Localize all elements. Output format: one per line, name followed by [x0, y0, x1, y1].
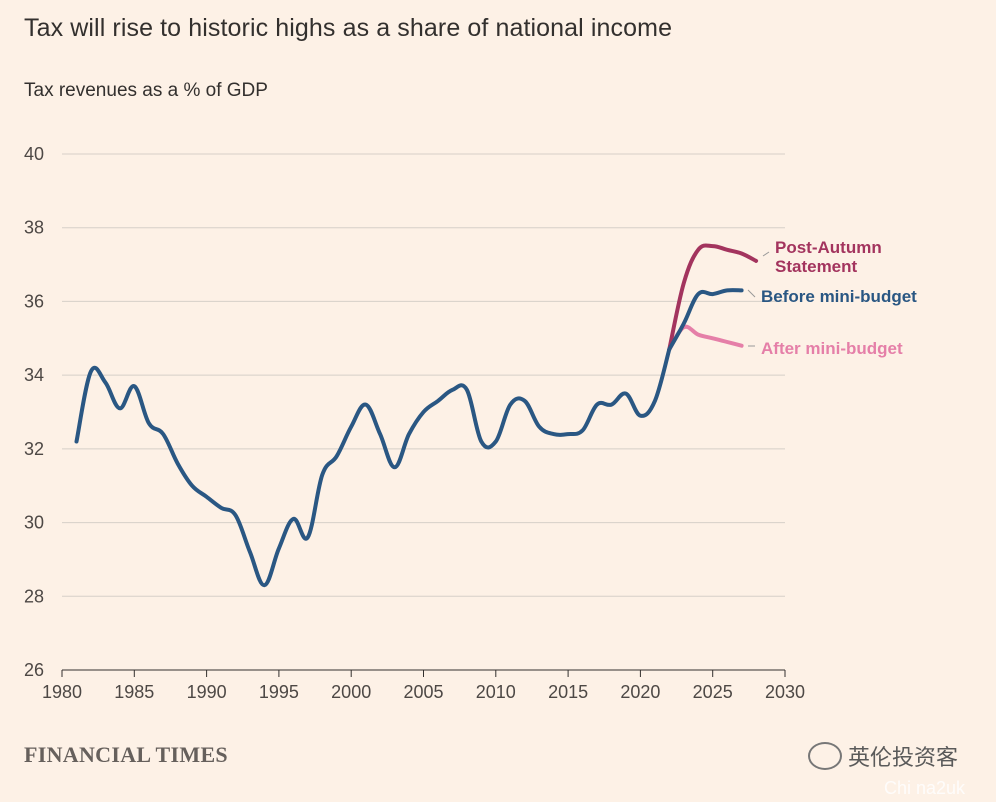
watermark-url: Chi na2uk [884, 778, 966, 798]
axes: 26 28 30 32 34 36 38 40 1980 1985 1990 1995 2000 2005… [24, 144, 805, 702]
x-tick-label-2025: 2025 [693, 682, 733, 702]
x-tick-label-2020: 2020 [620, 682, 660, 702]
series-labels: Post-Autumn Statement Before mini-budget Af… [747, 238, 917, 358]
y-tick-label-34: 34 [24, 365, 44, 385]
x-tick-label-1980: 1980 [42, 682, 82, 702]
y-tick-label-26: 26 [24, 660, 44, 680]
y-tick-label-40: 40 [24, 144, 44, 164]
label-before-mini-budget: Before mini-budget [761, 287, 917, 306]
x-tick-label-2015: 2015 [548, 682, 588, 702]
label-after-mini-budget-line-0: After mini-budget [761, 339, 903, 358]
x-tick-label-1990: 1990 [187, 682, 227, 702]
label-post-autumn-statement-line-1: Statement [775, 257, 858, 276]
chart-title: Tax will rise to historic highs as a sha… [24, 14, 673, 42]
x-tick-label-2010: 2010 [476, 682, 516, 702]
y-tick-label-30: 30 [24, 513, 44, 533]
label-post-autumn-statement-line-0: Post-Autumn [775, 238, 882, 257]
label-post-autumn-statement-connector [762, 251, 770, 257]
series-line-before-mini-budget [667, 288, 744, 352]
watermark-text: 英伦投资客 [848, 745, 959, 770]
label-post-autumn-statement: Post-Autumn Statement [775, 238, 882, 276]
y-tick-label-38: 38 [24, 218, 44, 238]
y-tick-label-28: 28 [24, 586, 44, 606]
x-tick-label-2005: 2005 [403, 682, 443, 702]
chart-subtitle: Tax revenues as a % of GDP [24, 80, 268, 101]
wechat-icon [808, 742, 842, 770]
x-tick-label-1985: 1985 [114, 682, 154, 702]
series-line-historical [74, 347, 672, 588]
label-before-mini-budget-connector [747, 289, 756, 298]
watermark: 英伦投资客 [808, 740, 958, 772]
x-tick-label-1995: 1995 [259, 682, 299, 702]
source-logo: FINANCIAL TIMES [24, 742, 228, 767]
series-lines [74, 243, 759, 588]
series-line-post-autumn-statement [667, 243, 759, 352]
grid-lines [62, 153, 785, 597]
x-tick-label-2000: 2000 [331, 682, 371, 702]
x-tick-label-2030: 2030 [765, 682, 805, 702]
y-tick-label-32: 32 [24, 439, 44, 459]
label-before-mini-budget-line-0: Before mini-budget [761, 287, 917, 306]
y-tick-label-36: 36 [24, 291, 44, 311]
label-after-mini-budget: After mini-budget [761, 339, 903, 358]
